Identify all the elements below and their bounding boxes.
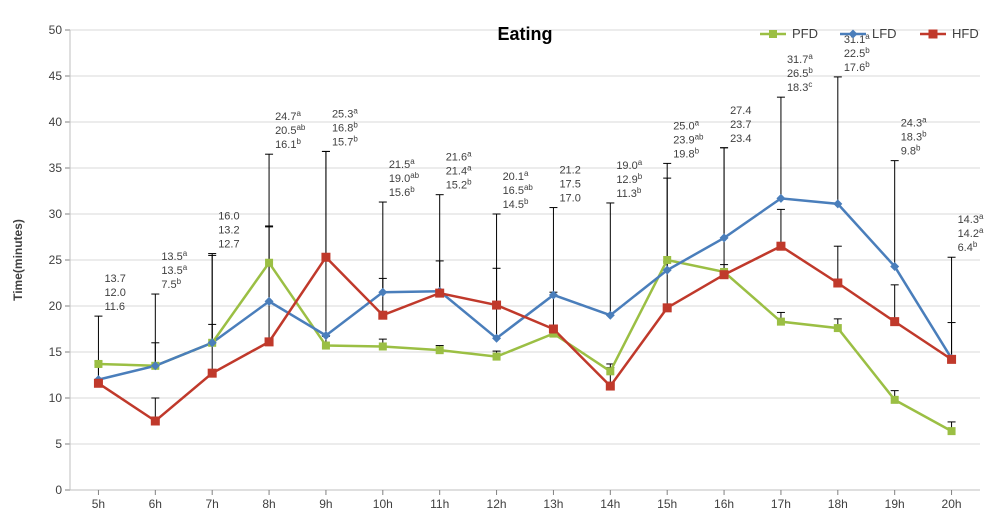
x-tick-label: 20h	[942, 497, 962, 511]
x-tick-label: 10h	[373, 497, 393, 511]
value-label: 11.6	[104, 301, 125, 313]
x-tick-label: 8h	[262, 497, 275, 511]
value-label: 12.0	[104, 287, 125, 299]
marker-square	[436, 346, 444, 354]
marker-square	[265, 259, 273, 267]
x-tick-label: 6h	[149, 497, 162, 511]
value-label: 21.2	[559, 165, 580, 177]
x-tick-label: 14h	[600, 497, 620, 511]
marker-square	[94, 379, 103, 388]
marker-square	[663, 256, 671, 264]
legend-label: HFD	[952, 26, 979, 41]
marker-square	[549, 325, 558, 334]
marker-square	[265, 337, 274, 346]
x-tick-label: 5h	[92, 497, 105, 511]
x-tick-label: 7h	[206, 497, 219, 511]
y-tick-label: 15	[49, 345, 63, 359]
y-axis-title: Time(minutes)	[11, 219, 25, 301]
x-tick-label: 11h	[430, 497, 449, 511]
marker-square	[151, 417, 160, 426]
marker-square	[947, 355, 956, 364]
y-tick-label: 25	[49, 253, 63, 267]
marker-square	[929, 30, 938, 39]
legend-label: LFD	[872, 26, 897, 41]
marker-square	[720, 270, 729, 279]
value-label: 23.4	[730, 133, 751, 145]
value-label: 12.7	[218, 239, 239, 251]
y-tick-label: 5	[55, 437, 62, 451]
marker-square	[606, 367, 614, 375]
x-tick-label: 12h	[487, 497, 507, 511]
value-label: 17.5	[559, 179, 580, 191]
marker-square	[663, 303, 672, 312]
x-tick-label: 13h	[543, 497, 563, 511]
y-tick-label: 0	[55, 483, 62, 497]
marker-square	[94, 360, 102, 368]
marker-square	[493, 353, 501, 361]
marker-square	[890, 317, 899, 326]
marker-square	[378, 311, 387, 320]
x-tick-label: 16h	[714, 497, 734, 511]
marker-square	[321, 253, 330, 262]
value-label: 17.0	[559, 193, 580, 205]
marker-square	[379, 342, 387, 350]
marker-square	[208, 369, 217, 378]
value-label: 13.2	[218, 225, 239, 237]
y-tick-label: 50	[49, 23, 63, 37]
x-tick-label: 15h	[657, 497, 677, 511]
marker-square	[834, 324, 842, 332]
eating-line-chart: 0 5 10 15 20 25 30 35 40 45 50 5h 6h 7h 8h 9h 10h 11h 12h 1…	[0, 0, 1001, 517]
marker-square	[948, 427, 956, 435]
y-tick-label: 45	[49, 69, 63, 83]
x-tick-label: 17h	[771, 497, 791, 511]
chart-title: Eating	[497, 24, 552, 44]
chart-bg	[0, 0, 1001, 517]
y-tick-label: 40	[49, 115, 63, 129]
marker-square	[891, 396, 899, 404]
y-tick-label: 30	[49, 207, 63, 221]
marker-square	[322, 342, 330, 350]
marker-square	[833, 279, 842, 288]
marker-square	[769, 30, 777, 38]
value-label: 27.4	[730, 105, 751, 117]
y-tick-label: 35	[49, 161, 63, 175]
x-tick-label: 9h	[319, 497, 332, 511]
x-tick-label: 19h	[885, 497, 905, 511]
marker-square	[492, 301, 501, 310]
value-label: 16.0	[218, 211, 239, 223]
marker-square	[435, 289, 444, 298]
y-tick-label: 10	[49, 391, 63, 405]
value-label: 13.7	[104, 273, 125, 285]
x-tick-label: 18h	[828, 497, 848, 511]
marker-square	[606, 382, 615, 391]
value-label: 23.7	[730, 119, 751, 131]
marker-square	[777, 318, 785, 326]
marker-square	[776, 242, 785, 251]
y-tick-label: 20	[49, 299, 63, 313]
legend-label: PFD	[792, 26, 818, 41]
